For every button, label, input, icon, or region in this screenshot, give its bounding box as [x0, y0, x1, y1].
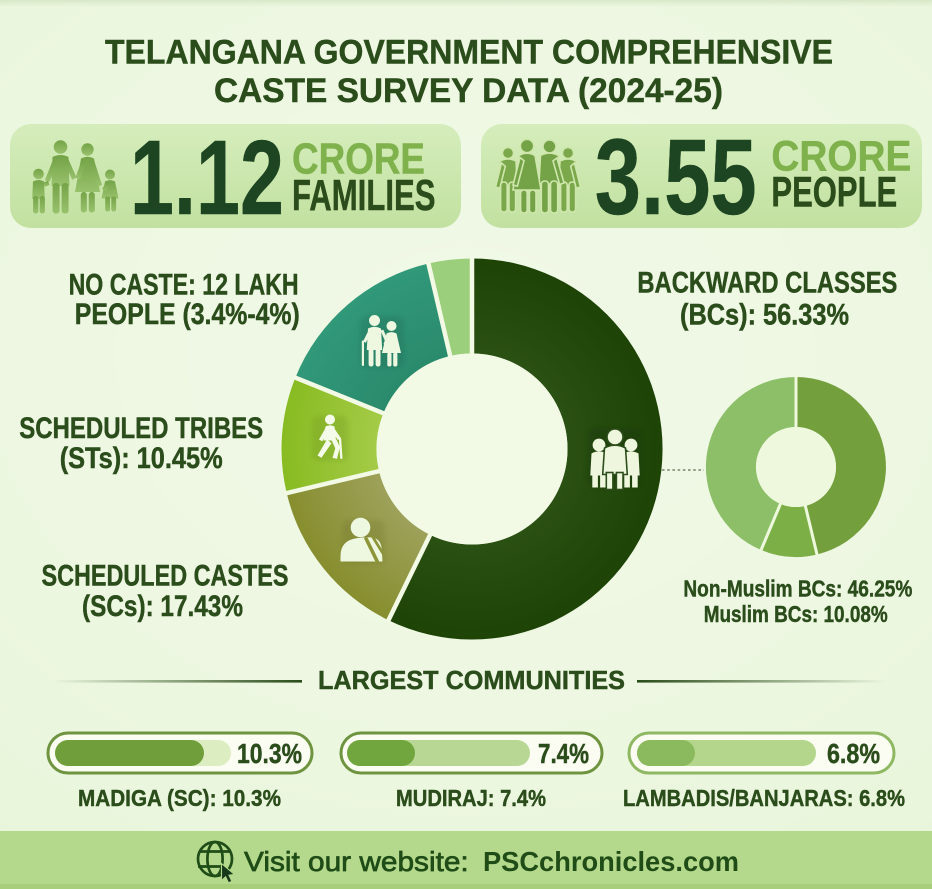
svg-text:BACKWARD CLASSES: BACKWARD CLASSES [637, 266, 897, 299]
svg-text:7.4%: 7.4% [538, 738, 589, 769]
svg-text:Non-Muslim BCs: 46.25%: Non-Muslim BCs: 46.25% [683, 576, 912, 602]
svg-text:1.12: 1.12 [130, 119, 284, 237]
svg-text:SCHEDULED CASTES: SCHEDULED CASTES [42, 560, 289, 593]
svg-text:NO CASTE: 12 LAKH: NO CASTE: 12 LAKH [69, 269, 299, 302]
svg-text:LARGEST COMMUNITIES: LARGEST COMMUNITIES [318, 667, 625, 695]
svg-text:Visit our website: PSCchronicl: Visit our website: PSCchronicles.com [244, 846, 739, 877]
svg-text:TELANGANA GOVERNMENT COMPREHEN: TELANGANA GOVERNMENT COMPREHENSIVE [105, 33, 833, 71]
svg-text:3.55: 3.55 [595, 116, 757, 237]
svg-text:CRORE: CRORE [292, 135, 425, 183]
svg-text:SCHEDULED TRIBES: SCHEDULED TRIBES [19, 412, 263, 445]
svg-text:(STs): 10.45%: (STs): 10.45% [60, 442, 223, 475]
svg-text:Muslim BCs: 10.08%: Muslim BCs: 10.08% [704, 601, 888, 627]
svg-text:10.3%: 10.3% [237, 738, 302, 769]
svg-text:(SCs): 17.43%: (SCs): 17.43% [82, 590, 243, 623]
svg-text:PEOPLE (3.4%-4%): PEOPLE (3.4%-4%) [75, 298, 300, 331]
svg-text:PEOPLE: PEOPLE [771, 169, 897, 217]
svg-text:CASTE SURVEY DATA (2024-25): CASTE SURVEY DATA (2024-25) [214, 72, 723, 110]
svg-text:6.8%: 6.8% [827, 738, 880, 769]
svg-text:MADIGA (SC): 10.3%: MADIGA (SC): 10.3% [78, 785, 281, 811]
svg-text:LAMBADIS/BANJARAS: 6.8%: LAMBADIS/BANJARAS: 6.8% [623, 785, 905, 811]
svg-text:CRORE: CRORE [771, 132, 911, 180]
svg-text:FAMILIES: FAMILIES [292, 172, 436, 220]
svg-text:MUDIRAJ: 7.4%: MUDIRAJ: 7.4% [396, 785, 546, 811]
svg-text:(BCs): 56.33%: (BCs): 56.33% [680, 298, 849, 331]
